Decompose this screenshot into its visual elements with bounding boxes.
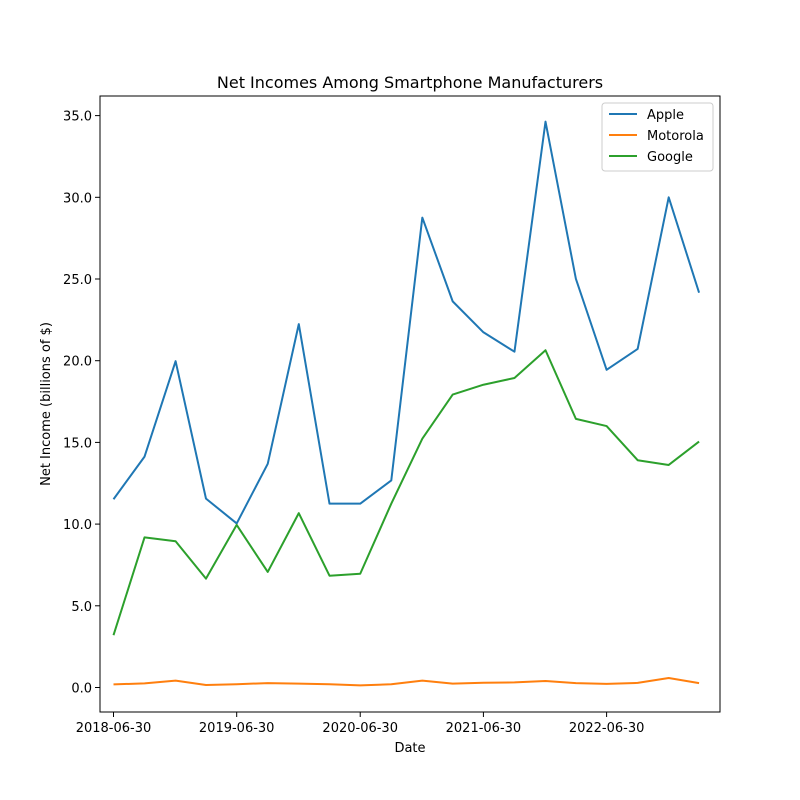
x-axis: 2018-06-30 2019-06-30 2020-06-30 2021-06-30…: [76, 712, 645, 736]
x-axis-label: Date: [394, 741, 425, 756]
y-tick-label: 10.0: [63, 518, 92, 533]
x-tick-label: 2022-06-30: [569, 721, 645, 736]
x-tick-label: 2018-06-30: [76, 721, 152, 736]
y-tick-label: 25.0: [63, 273, 92, 288]
legend-label-google: Google: [647, 150, 693, 165]
y-tick-label: 30.0: [63, 191, 92, 206]
y-tick-label: 20.0: [63, 355, 92, 370]
series-line-google: [112, 349, 700, 636]
y-tick-label: 15.0: [63, 436, 92, 451]
y-tick-label: 5.0: [71, 600, 92, 615]
legend: Apple Motorola Google: [601, 102, 714, 172]
plot-area-frame: [99, 95, 721, 713]
series-layer: [112, 120, 701, 687]
x-tick-label: 2019-06-30: [199, 721, 275, 736]
x-tick-label: 2021-06-30: [446, 721, 522, 736]
y-axis: 0.0 5.0 10.0 15.0 20.0 25.0 30.0 35.0: [63, 110, 100, 696]
chart-title: Net Incomes Among Smartphone Manufacture…: [217, 73, 603, 92]
legend-label-motorola: Motorola: [647, 129, 704, 144]
x-tick-label: 2020-06-30: [322, 721, 398, 736]
legend-label-apple: Apple: [647, 108, 684, 123]
y-tick-label: 35.0: [63, 110, 92, 125]
y-tick-label: 0.0: [71, 681, 92, 696]
legend-box: [601, 102, 714, 172]
series-line-apple: [112, 120, 701, 525]
y-axis-label: Net Income (billions of $): [39, 322, 54, 486]
series-line-motorola: [113, 677, 700, 687]
